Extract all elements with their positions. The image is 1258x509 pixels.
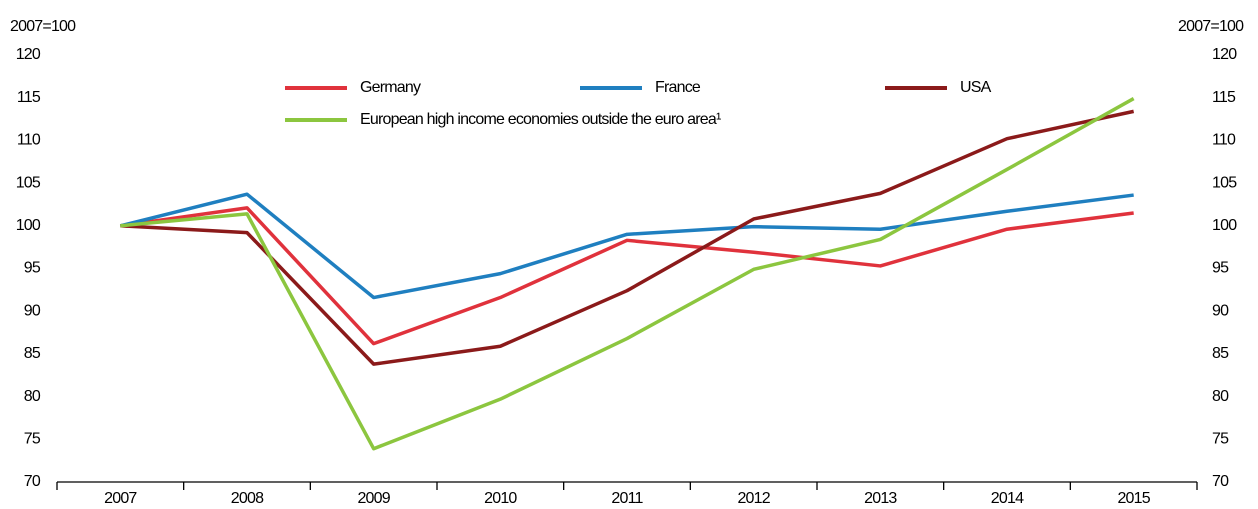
- y-tick-label: 120: [16, 46, 41, 63]
- series-line: [120, 109, 1135, 366]
- y-axis-label: 2007=100: [10, 18, 76, 35]
- y2-tick-label: 115: [1212, 89, 1236, 106]
- x-tick-label: 2010: [484, 490, 517, 507]
- x-tick-label: 2011: [611, 490, 643, 507]
- legend-label: Germany: [360, 79, 421, 96]
- y2-tick-label: 120: [1212, 46, 1237, 63]
- y2-tick-label: 80: [1212, 388, 1229, 405]
- y2-tick-label: 75: [1212, 431, 1229, 448]
- x-tick-label: 2013: [864, 490, 897, 507]
- y-tick-label: 85: [24, 345, 41, 362]
- y2-tick-label: 90: [1212, 302, 1229, 319]
- x-tick-label: 2015: [1117, 490, 1150, 507]
- y-tick-label: 75: [24, 431, 41, 448]
- x-tick-label: 2012: [737, 490, 770, 507]
- y-tick-label: 95: [24, 260, 41, 277]
- y2-tick-label: 95: [1212, 260, 1229, 277]
- y2-axis-label: 2007=100: [1178, 18, 1244, 35]
- y-tick-label: 100: [16, 217, 41, 234]
- y2-tick-label: 100: [1212, 217, 1237, 234]
- x-tick-label: 2009: [357, 490, 390, 507]
- x-tick-label: 2014: [991, 490, 1024, 507]
- legend-label: European high income economies outside t…: [360, 111, 721, 128]
- x-tick-label: 2007: [104, 490, 137, 507]
- y2-tick-label: 85: [1212, 345, 1229, 362]
- y2-tick-label: 110: [1212, 132, 1236, 149]
- series-line: [119, 192, 1134, 300]
- legend-label: France: [655, 79, 701, 96]
- y2-tick-label: 105: [1212, 174, 1237, 191]
- y-tick-label: 105: [16, 174, 41, 191]
- series-line: [120, 206, 1134, 346]
- series-line: [120, 97, 1135, 451]
- y-tick-label: 115: [17, 89, 41, 106]
- y2-tick-label: 70: [1212, 473, 1229, 490]
- y-tick-label: 90: [24, 302, 41, 319]
- y-tick-label: 70: [24, 473, 41, 490]
- y-tick-label: 80: [24, 388, 41, 405]
- y-tick-label: 110: [17, 132, 41, 149]
- legend-label: USA: [960, 79, 992, 96]
- x-tick-label: 2008: [231, 490, 264, 507]
